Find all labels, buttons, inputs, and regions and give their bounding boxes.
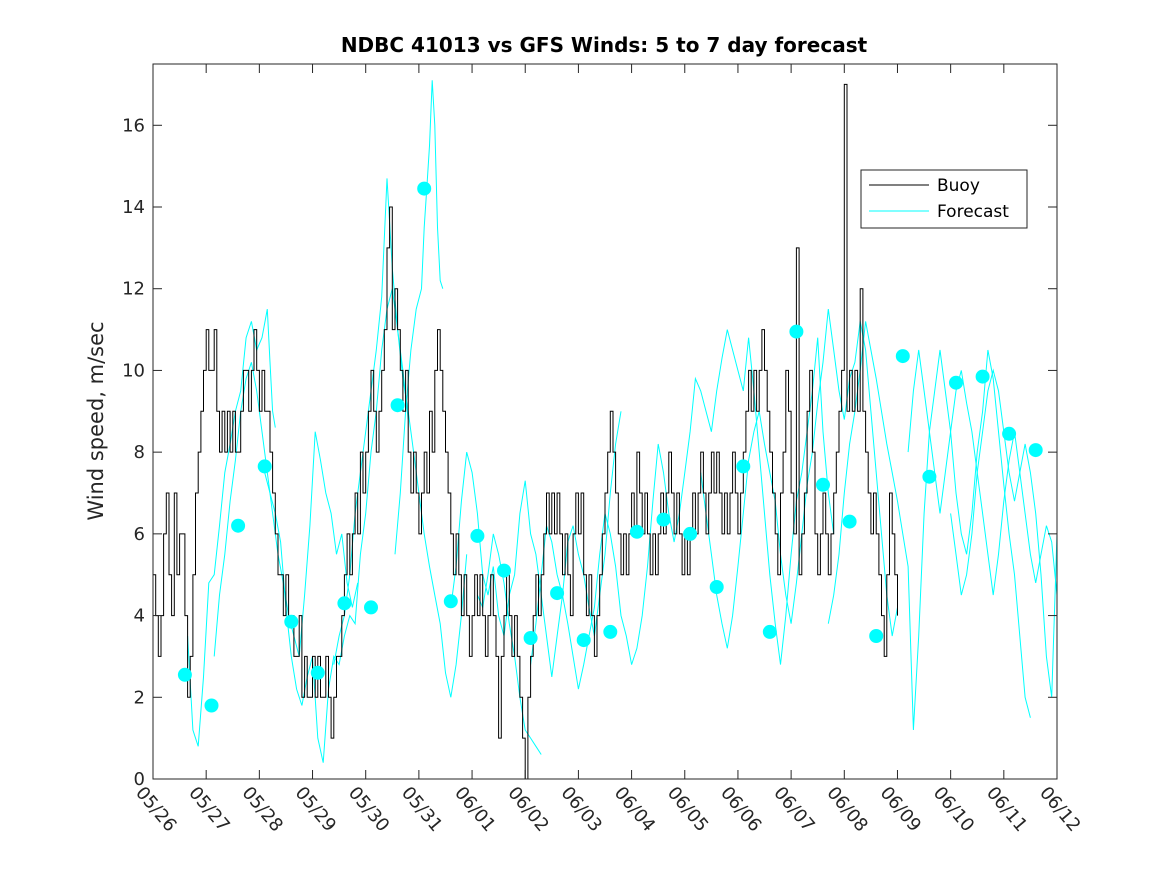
forecast-marker <box>550 586 565 601</box>
forecast-marker <box>842 514 857 529</box>
forecast-marker <box>816 477 830 492</box>
y-axis-ticks: 0 2 4 6 8 10 12 14 16 <box>122 115 1057 790</box>
forecast-marker <box>975 369 990 384</box>
forecast-marker <box>257 459 272 474</box>
y-tick-label: 8 <box>134 442 145 463</box>
forecast-line <box>394 80 444 555</box>
forecast-marker <box>204 698 219 713</box>
forecast-marker <box>949 375 963 390</box>
forecast-marker <box>231 518 246 533</box>
y-axis-label: Wind speed, m/sec <box>84 321 108 520</box>
y-tick-label: 4 <box>134 606 145 627</box>
forecast-marker <box>390 398 405 413</box>
forecast-marker <box>177 667 192 682</box>
forecast-marker <box>576 633 591 648</box>
forecast-marker <box>629 524 644 539</box>
forecast-marker <box>523 631 538 645</box>
forecast-marker <box>683 526 698 541</box>
forecast-line <box>476 533 542 755</box>
forecast-markers <box>177 181 1043 713</box>
y-tick-label: 0 <box>134 769 145 790</box>
forecast-line <box>907 349 1058 596</box>
y-tick-label: 10 <box>122 360 145 381</box>
y-tick-label: 2 <box>134 687 145 708</box>
forecast-marker <box>1002 426 1017 441</box>
forecast-marker <box>310 665 325 680</box>
forecast-marker <box>284 614 299 629</box>
y-tick-label: 12 <box>122 279 145 300</box>
legend: Buoy Forecast <box>860 169 1028 229</box>
forecast-marker <box>603 624 618 639</box>
y-tick-label: 14 <box>122 197 145 218</box>
forecast-marker <box>895 349 910 364</box>
legend-label-forecast: Forecast <box>937 202 1009 222</box>
forecast-marker <box>762 624 777 639</box>
forecast-marker <box>922 469 937 484</box>
legend-box <box>860 169 1028 229</box>
forecast-marker <box>736 459 751 474</box>
y-tick-label: 16 <box>122 115 145 136</box>
y-tick-label: 6 <box>134 524 145 545</box>
forecast-marker <box>364 600 378 615</box>
legend-label-buoy: Buoy <box>937 176 980 196</box>
forecast-marker <box>470 528 485 543</box>
forecast-marker <box>417 181 432 196</box>
plot-frame <box>152 63 1058 780</box>
forecast-line <box>530 329 835 690</box>
forecast-marker <box>1028 443 1043 458</box>
forecast-marker <box>789 324 804 339</box>
forecast-marker <box>337 596 352 611</box>
forecast-marker <box>443 594 458 609</box>
forecast-marker <box>709 580 724 594</box>
forecast-marker <box>869 629 884 643</box>
forecast-marker <box>656 512 671 527</box>
forecast-marker <box>497 563 511 578</box>
chart-title: NDBC 41013 vs GFS Winds: 5 to 7 day fore… <box>341 33 868 57</box>
